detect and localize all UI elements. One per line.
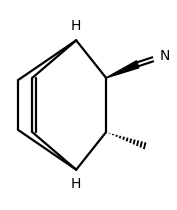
Polygon shape <box>106 61 139 78</box>
Text: N: N <box>160 49 170 63</box>
Text: H: H <box>71 177 81 191</box>
Text: H: H <box>71 19 81 33</box>
